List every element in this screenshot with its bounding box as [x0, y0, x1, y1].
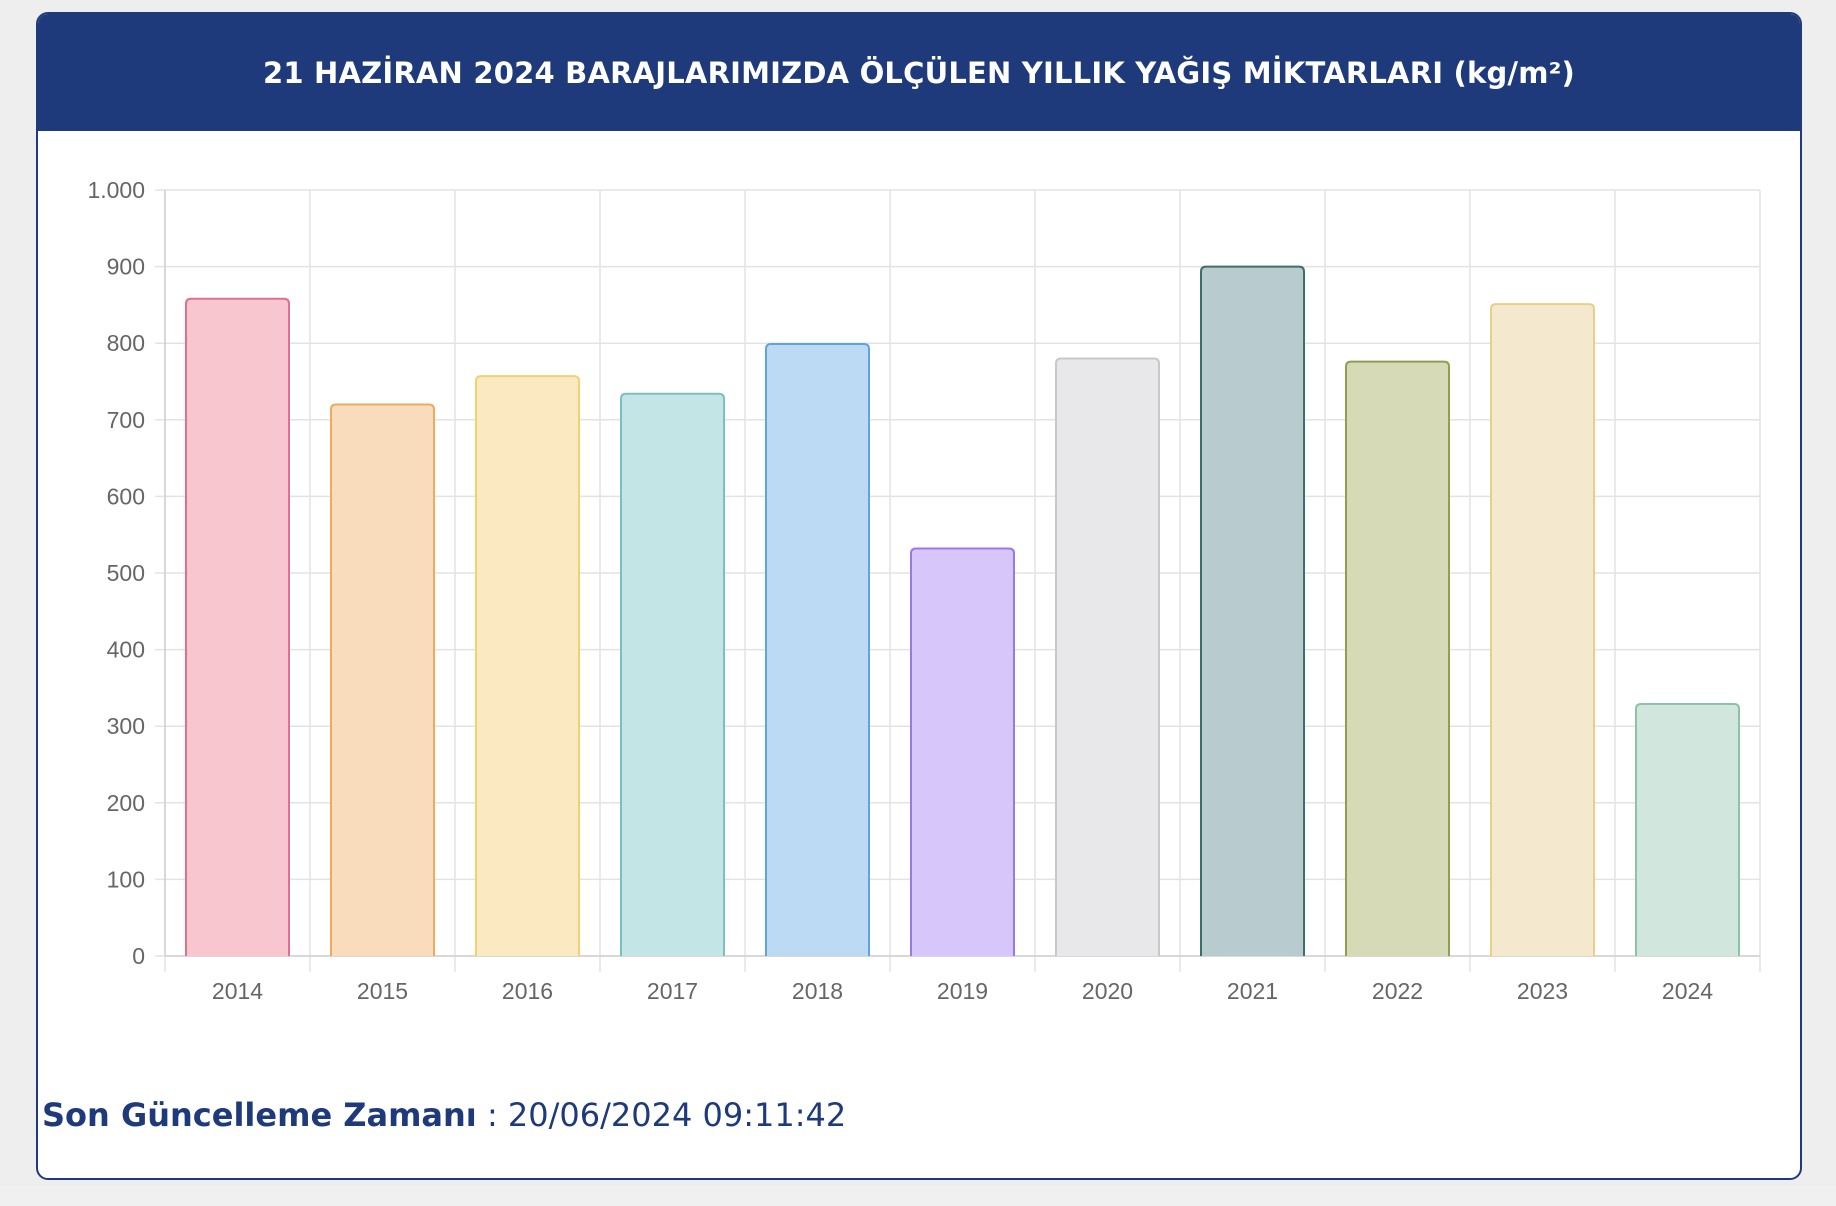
y-tick-label: 500: [107, 560, 145, 586]
bar-outline-2023: [1490, 303, 1595, 956]
bar-2017: [621, 393, 724, 957]
x-tick-label: 2016: [502, 978, 553, 1004]
bar-outline-2015: [330, 403, 435, 956]
y-tick-label: 400: [107, 637, 145, 663]
bar-outline-2014: [185, 297, 290, 956]
bar-outline-2024: [1635, 702, 1740, 956]
y-tick-label: 200: [107, 790, 145, 816]
bar-2018: [766, 343, 869, 956]
bar-2015: [331, 404, 434, 957]
last-update: Son Güncelleme Zamanı : 20/06/2024 09:11…: [42, 1096, 846, 1134]
bar-2019: [911, 548, 1014, 956]
bar-outline-2018: [765, 342, 870, 956]
last-update-value: 20/06/2024 09:11:42: [507, 1096, 847, 1134]
bar-2021: [1201, 266, 1304, 957]
x-tick-label: 2023: [1517, 978, 1568, 1004]
x-tick-label: 2021: [1227, 978, 1278, 1004]
chart-title: 21 HAZİRAN 2024 BARAJLARIMIZDA ÖLÇÜLEN Y…: [263, 55, 1575, 90]
bar-outline-2019: [910, 547, 1015, 956]
bar-outline-2022: [1345, 360, 1450, 956]
x-tick-label: 2018: [792, 978, 843, 1004]
x-tick-label: 2015: [357, 978, 408, 1004]
x-tick-label: 2020: [1082, 978, 1133, 1004]
y-tick-label: 300: [107, 713, 145, 739]
bar-2020: [1056, 358, 1159, 956]
bar-2016: [476, 376, 579, 956]
bar-outline-2016: [475, 375, 580, 956]
x-tick-label: 2014: [212, 978, 263, 1004]
y-tick-label: 1.000: [87, 177, 145, 203]
y-tick-label: 600: [107, 483, 145, 509]
x-tick-label: 2017: [647, 978, 698, 1004]
page-bottom-strip: [0, 1186, 1836, 1206]
bar-2024: [1636, 703, 1739, 956]
bar-2022: [1346, 361, 1449, 957]
y-tick-label: 900: [107, 254, 145, 280]
y-tick-label: 0: [132, 943, 145, 969]
bar-outline-2020: [1055, 357, 1160, 956]
y-tick-label: 100: [107, 866, 145, 892]
y-tick-label: 700: [107, 407, 145, 433]
y-tick-label: 800: [107, 330, 145, 356]
bar-outline-2017: [620, 392, 725, 956]
x-tick-label: 2024: [1662, 978, 1713, 1004]
last-update-separator: :: [476, 1096, 508, 1134]
card-header: 21 HAZİRAN 2024 BARAJLARIMIZDA ÖLÇÜLEN Y…: [38, 14, 1800, 131]
bar-2014: [186, 298, 289, 957]
bar-outline-2021: [1200, 265, 1305, 956]
x-tick-label: 2019: [937, 978, 988, 1004]
bar-2023: [1491, 304, 1594, 956]
last-update-label: Son Güncelleme Zamanı: [42, 1096, 477, 1134]
x-tick-label: 2022: [1372, 978, 1423, 1004]
